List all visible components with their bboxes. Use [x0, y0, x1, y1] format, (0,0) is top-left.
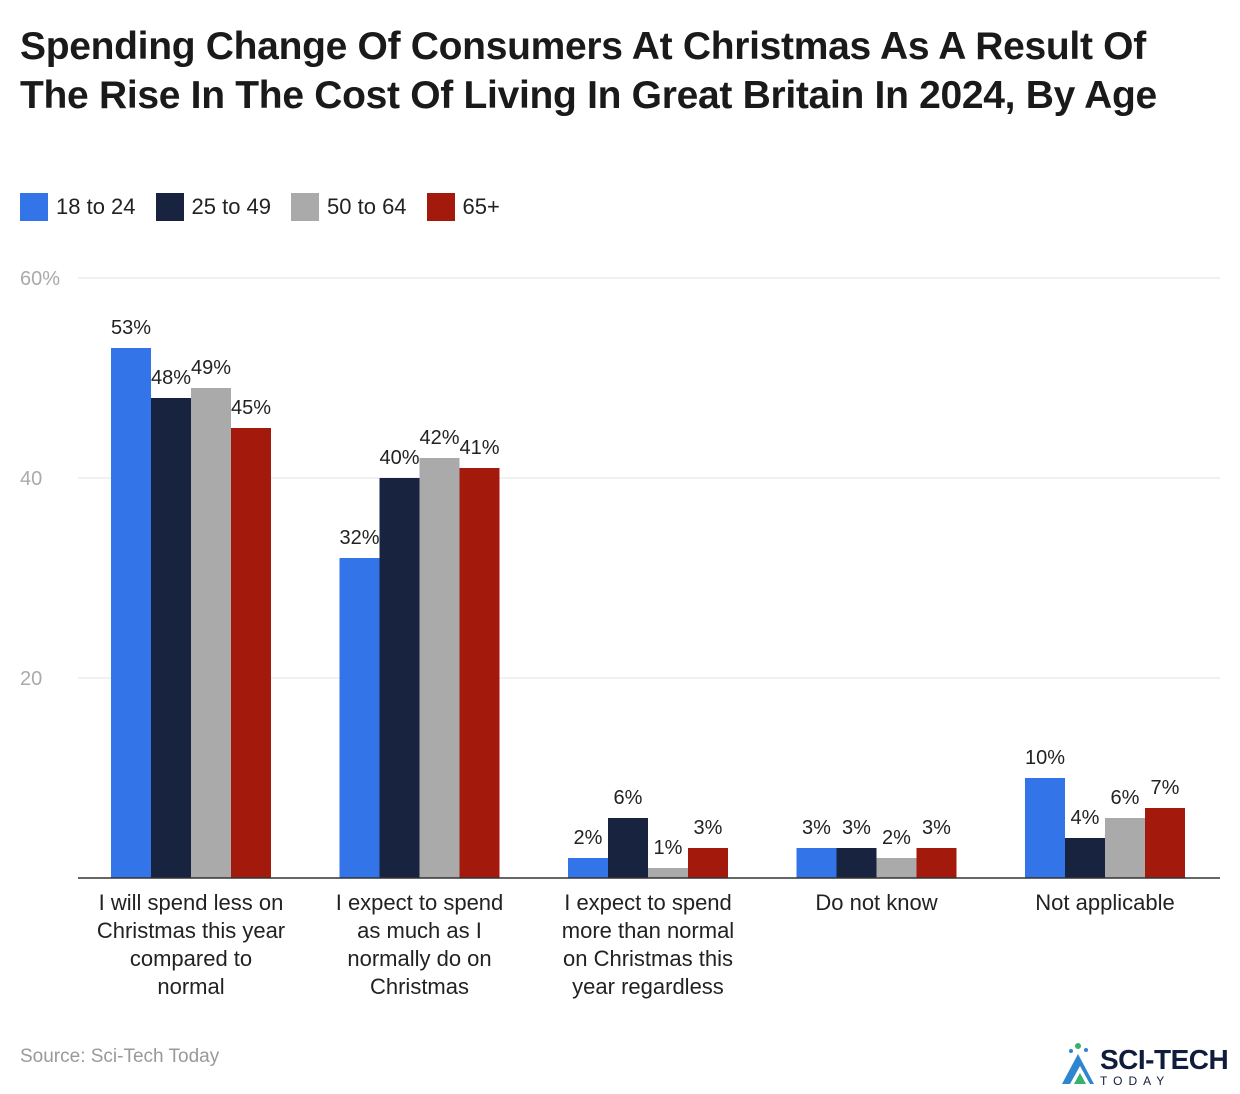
- legend: 18 to 24 25 to 49 50 to 64 65+: [20, 193, 520, 221]
- x-tick-label-line: normally do on: [347, 946, 491, 971]
- x-tick-label-line: Not applicable: [1035, 890, 1174, 915]
- bar: [151, 398, 191, 878]
- x-tick-label-line: on Christmas this: [563, 946, 733, 971]
- x-tick-label-line: year regardless: [572, 974, 724, 999]
- bar: [876, 858, 917, 878]
- data-label: 4%: [1071, 807, 1100, 829]
- data-label: 32%: [339, 527, 379, 549]
- legend-label: 65+: [462, 194, 500, 219]
- x-tick-label: Do not know: [815, 890, 937, 915]
- legend-label: 25 to 49: [191, 194, 272, 219]
- logo-subtext: TODAY: [1100, 1074, 1171, 1088]
- bar: [339, 558, 380, 878]
- x-tick-label: Not applicable: [1035, 890, 1174, 915]
- bar: [916, 848, 957, 878]
- legend-swatch: [20, 193, 48, 221]
- x-tick-label-line: Christmas: [370, 974, 469, 999]
- source-note: Source: Sci-Tech Today: [20, 1046, 220, 1067]
- data-label: 6%: [614, 787, 643, 809]
- bar: [231, 428, 271, 878]
- legend-item: 50 to 64: [291, 193, 407, 221]
- x-tick-label-line: Do not know: [815, 890, 937, 915]
- y-tick-label: 20: [20, 668, 42, 690]
- bar: [379, 478, 420, 878]
- bar: [1145, 808, 1185, 878]
- x-tick-label-line: as much as I: [357, 918, 482, 943]
- data-label: 48%: [151, 367, 191, 389]
- bar: [608, 818, 648, 878]
- data-label: 49%: [191, 357, 231, 379]
- data-label: 45%: [231, 397, 271, 419]
- x-tick-label-line: more than normal: [562, 918, 734, 943]
- data-label: 41%: [459, 437, 499, 459]
- sci-tech-today-logo: SCI-TECH TODAY: [1058, 1040, 1236, 1090]
- legend-item: 25 to 49: [155, 193, 272, 221]
- bar: [191, 388, 231, 878]
- x-tick-label-line: compared to: [130, 946, 252, 971]
- x-tick-label-line: I will spend less on: [99, 890, 284, 915]
- legend-label: 50 to 64: [327, 194, 407, 219]
- legend-swatch: [155, 193, 184, 221]
- bar: [796, 848, 837, 878]
- logo-mark-icon: [1062, 1043, 1094, 1084]
- x-tick-label-line: Christmas this year: [97, 918, 285, 943]
- data-label: 40%: [379, 447, 419, 469]
- x-tick-label: I expect to spend as much as I normally do…: [336, 890, 504, 999]
- bar: [688, 848, 728, 878]
- data-label: 2%: [574, 827, 603, 849]
- x-tick-label-line: normal: [157, 974, 224, 999]
- data-label: 6%: [1111, 787, 1140, 809]
- data-label: 53%: [111, 317, 151, 339]
- bar: [836, 848, 877, 878]
- bar: [568, 858, 608, 878]
- data-label: 3%: [922, 817, 951, 839]
- y-tick-label: 40: [20, 468, 42, 490]
- data-label: 3%: [842, 817, 871, 839]
- data-label: 42%: [419, 427, 459, 449]
- x-tick-label: I expect to spend more than normal on Chri…: [562, 890, 734, 999]
- legend-item: 65+: [426, 193, 500, 221]
- legend-swatch: [426, 193, 455, 221]
- data-label: 3%: [802, 817, 831, 839]
- x-tick-label-line: I expect to spend: [336, 890, 504, 915]
- legend-label: 18 to 24: [56, 194, 136, 219]
- bar: [1065, 838, 1105, 878]
- bar: [1025, 778, 1065, 878]
- bar: [111, 348, 151, 878]
- data-label: 2%: [882, 827, 911, 849]
- legend-item: 18 to 24: [20, 193, 136, 221]
- y-tick-label: 60%: [20, 268, 60, 290]
- logo-text: SCI-TECH: [1100, 1044, 1229, 1075]
- bar: [648, 868, 688, 878]
- data-label: 3%: [694, 817, 723, 839]
- x-tick-label: I will spend less on Christmas this year c…: [97, 890, 285, 999]
- x-tick-label-line: I expect to spend: [564, 890, 732, 915]
- chart-title: Spending Change Of Consumers At Christma…: [20, 25, 1157, 117]
- data-label: 1%: [654, 837, 683, 859]
- bar: [1105, 818, 1145, 878]
- data-label: 10%: [1025, 747, 1065, 769]
- bar: [419, 458, 460, 878]
- legend-swatch: [291, 193, 320, 221]
- data-label: 7%: [1151, 777, 1180, 799]
- bar: [459, 468, 500, 878]
